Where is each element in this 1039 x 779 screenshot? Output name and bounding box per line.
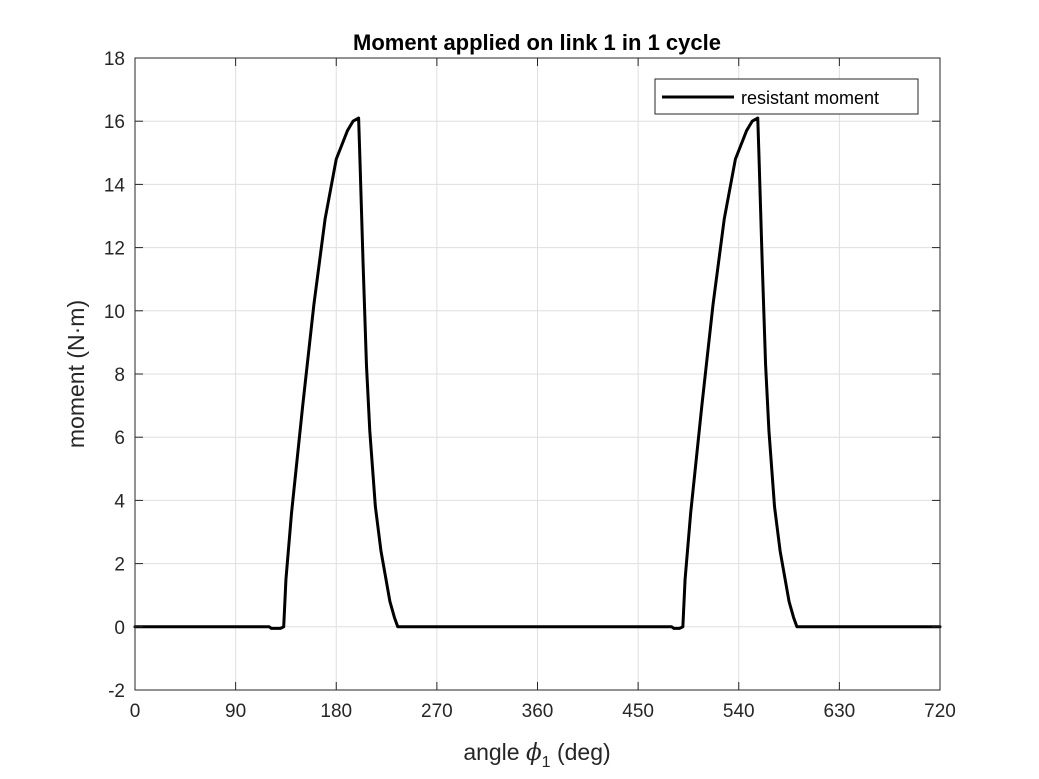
x-axis-label-prefix: angle xyxy=(463,739,526,765)
y-tick-label: 0 xyxy=(114,618,125,639)
grid-lines xyxy=(134,57,941,691)
legend-entry-label: resistant moment xyxy=(741,88,879,108)
series-line-resistant-moment xyxy=(133,116,942,630)
y-tick-label: 16 xyxy=(104,112,125,133)
y-tick-label: -2 xyxy=(108,681,125,702)
legend: resistant moment xyxy=(654,78,919,115)
x-axis-label-subscript: 1 xyxy=(542,754,551,771)
y-tick-label: 2 xyxy=(114,555,125,576)
x-tick-label: 180 xyxy=(320,701,352,722)
y-tick-label: 18 xyxy=(104,49,125,70)
x-axis-label-suffix: (deg) xyxy=(551,739,611,765)
x-tick-label: 360 xyxy=(522,701,554,722)
x-tick-label: 540 xyxy=(723,701,755,722)
y-tick-label: 10 xyxy=(104,302,125,323)
y-axis-label: moment (N·m) xyxy=(63,300,89,448)
x-tick-label: 720 xyxy=(924,701,956,722)
x-axis-label: angle ϕ1 (deg) xyxy=(463,739,610,771)
x-tick-label: 0 xyxy=(130,701,141,722)
y-tick-label: 4 xyxy=(114,491,125,512)
y-tick-label: 8 xyxy=(114,365,125,386)
y-tick-label: 14 xyxy=(104,175,126,196)
x-tick-label: 450 xyxy=(622,701,654,722)
x-tick-label: 270 xyxy=(421,701,453,722)
axis-ticks xyxy=(134,57,941,691)
y-tick-label: 6 xyxy=(114,428,125,449)
x-axis-label-symbol: ϕ xyxy=(526,740,542,766)
series-group xyxy=(133,116,942,630)
y-tick-label: 12 xyxy=(104,239,125,260)
x-tick-labels: 0 90 180 270 360 450 540 630 720 xyxy=(130,701,956,722)
x-tick-label: 630 xyxy=(824,701,856,722)
x-tick-label: 90 xyxy=(225,701,246,722)
chart-title: Moment applied on link 1 in 1 cycle xyxy=(353,30,721,55)
y-tick-labels: -2 0 2 4 6 8 10 12 14 16 18 xyxy=(104,49,126,702)
